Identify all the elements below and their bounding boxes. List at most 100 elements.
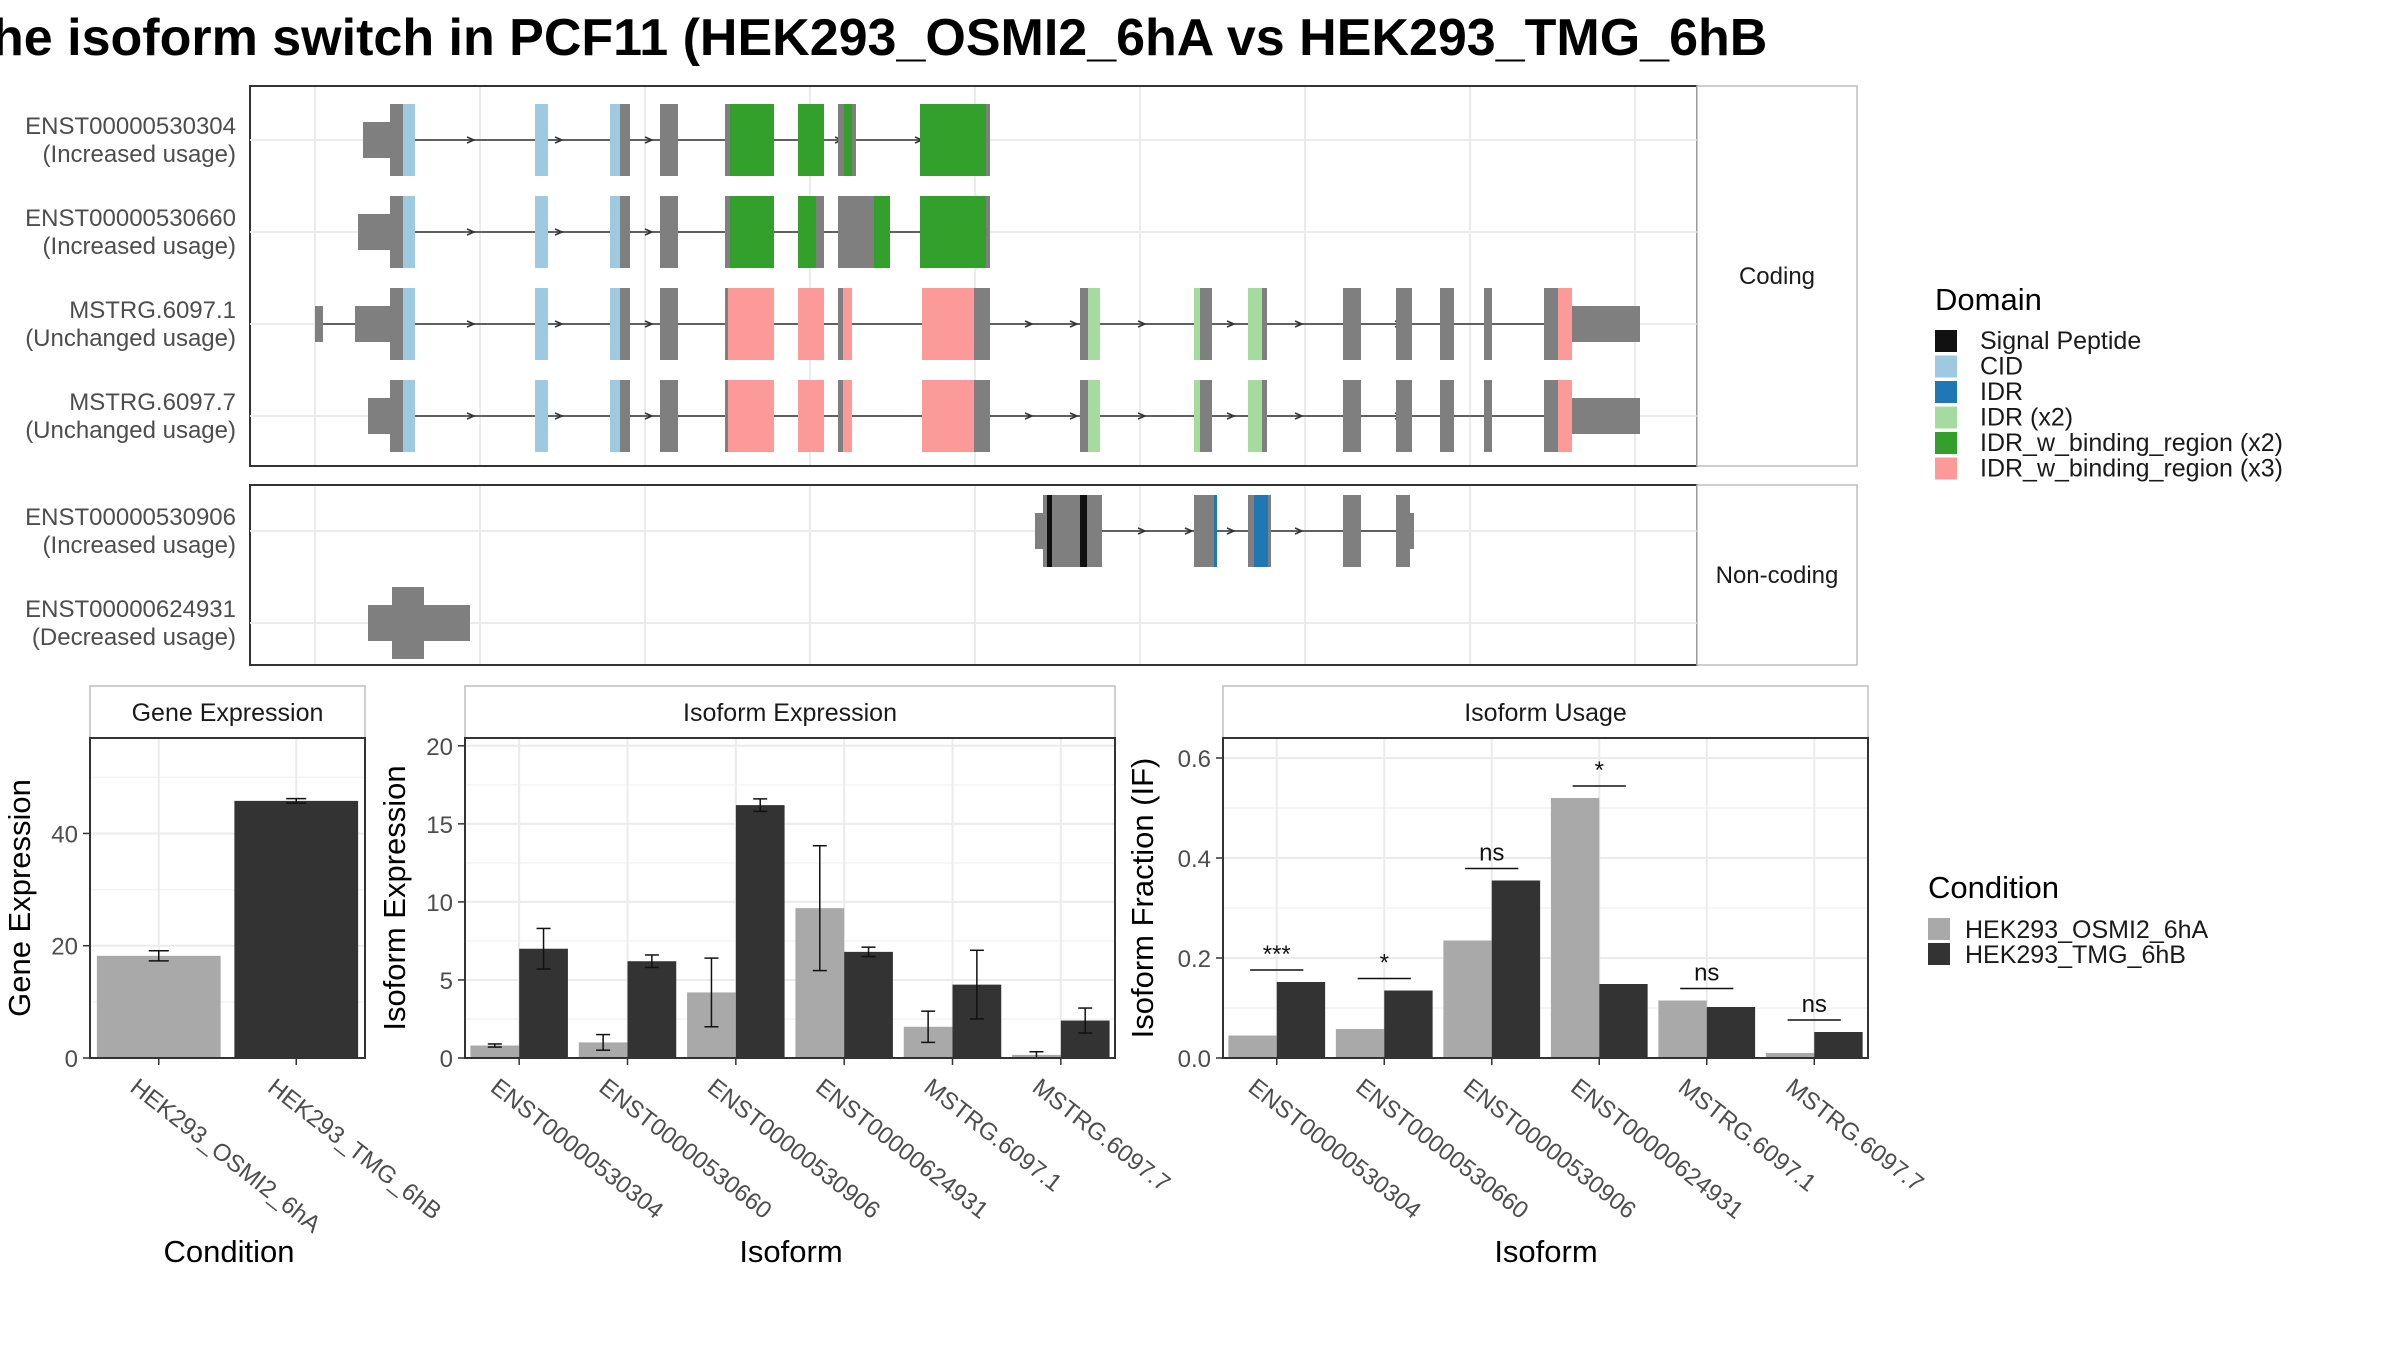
exon	[363, 122, 393, 158]
chart-strip	[89, 685, 366, 739]
strand-arrow	[1137, 412, 1147, 420]
exon	[403, 380, 415, 452]
bar-ENST00000530304-osmi2	[1228, 1035, 1277, 1058]
chart-panel-2: Isoform Expression05101520ENST0000053030…	[377, 685, 1175, 1269]
transcript-labels: ENST00000530304(Increased usage)ENST0000…	[25, 113, 236, 651]
transcript-status-3: (Unchanged usage)	[25, 325, 236, 352]
significance-label: ***	[1263, 941, 1291, 968]
exon	[1484, 288, 1492, 360]
exon	[315, 306, 323, 342]
domain-label-5: IDR_w_binding_region (x2)	[1980, 429, 2283, 457]
significance-label: *	[1380, 950, 1389, 977]
exon	[730, 196, 774, 268]
bar-ENST00000624931-osmi2	[1550, 798, 1600, 1058]
expression-charts: Gene Expression02040HEK293_OSMI2_6hAHEK2…	[2, 685, 1929, 1269]
exon	[1088, 380, 1100, 452]
noncoding-strip-label: Non-coding	[1716, 562, 1839, 589]
y-tick-label: 20	[51, 934, 78, 961]
significance-label: *	[1595, 757, 1604, 784]
exon	[1248, 495, 1254, 567]
exon	[725, 196, 730, 268]
exon	[728, 288, 774, 360]
exon	[390, 288, 403, 360]
exon	[1440, 288, 1454, 360]
exon	[920, 196, 986, 268]
exon	[1052, 495, 1080, 567]
domain-label-1: Signal Peptide	[1980, 327, 2141, 355]
exon	[620, 196, 630, 268]
bar-ENST00000530660-osmi2	[1335, 1029, 1385, 1058]
transcript-id-6: ENST00000624931	[25, 596, 236, 623]
noncoding-strip	[1696, 484, 1858, 666]
exon	[1262, 380, 1267, 452]
bar-MSTRG.6097.1-osmi2	[1658, 1000, 1707, 1058]
transcript-status-1: (Increased usage)	[43, 141, 236, 168]
exon	[610, 380, 620, 452]
strand-arrow	[1226, 320, 1236, 328]
bar-ENST00000530304-osmi2	[470, 1045, 520, 1058]
strand-arrow	[1294, 412, 1304, 420]
exon	[390, 104, 403, 176]
exon	[1080, 380, 1088, 452]
y-tick-label: 0.0	[1178, 1046, 1211, 1073]
strand-arrow	[1226, 412, 1236, 420]
exon	[403, 196, 415, 268]
plot-border	[464, 737, 1116, 1059]
bar-ENST00000530906-osmi2	[1443, 940, 1492, 1058]
exon	[798, 288, 824, 360]
exon	[725, 288, 728, 360]
chart-strip	[464, 685, 1116, 739]
exon	[838, 196, 874, 268]
exon	[1343, 380, 1361, 452]
x-axis-title: Condition	[164, 1234, 295, 1269]
exon	[1194, 288, 1200, 360]
strand-arrow	[1069, 320, 1079, 328]
plot-area	[465, 738, 1115, 1058]
y-tick-label: 0.4	[1178, 846, 1211, 873]
significance-label: ns	[1802, 991, 1827, 1018]
legend-label-tmg: HEK293_TMG_6hB	[1965, 941, 2186, 969]
y-tick-label: 0	[440, 1046, 453, 1073]
exon	[1200, 288, 1212, 360]
strand-arrow	[644, 136, 654, 144]
exon	[535, 380, 548, 452]
exon	[368, 605, 392, 641]
exon	[874, 196, 890, 268]
strand-arrow	[1069, 412, 1079, 420]
exon	[730, 104, 774, 176]
bar-HEK293_OSMI2_6hA	[96, 955, 221, 1058]
exon	[660, 380, 678, 452]
exon	[610, 288, 620, 360]
exon	[1558, 288, 1572, 360]
exon	[1043, 495, 1047, 567]
bar-ENST00000624931-tmg	[844, 951, 893, 1058]
exon	[1200, 380, 1212, 452]
domain-label-4: IDR (x2)	[1980, 404, 2073, 432]
coding-strip-label: Coding	[1739, 263, 1815, 290]
exon	[1254, 495, 1268, 567]
plot-area	[1223, 738, 1868, 1058]
significance-label: ns	[1694, 960, 1719, 987]
exon	[1087, 495, 1102, 567]
strand-arrow	[644, 320, 654, 328]
exon	[838, 380, 843, 452]
domain-key-2	[1935, 355, 1957, 378]
plot-border	[89, 737, 366, 1059]
exon	[843, 380, 852, 452]
strand-arrow	[554, 320, 564, 328]
strand-arrow	[1024, 412, 1034, 420]
y-tick-label: 0.6	[1178, 746, 1211, 773]
transcript-id-5: ENST00000530906	[25, 504, 236, 531]
exon	[610, 104, 620, 176]
strand-arrow	[1137, 527, 1147, 535]
exon	[1035, 513, 1043, 549]
y-tick-label: 15	[426, 812, 453, 839]
bar-ENST00000530660-tmg	[627, 961, 677, 1058]
exon	[1088, 288, 1100, 360]
bar-ENST00000624931-tmg	[1599, 984, 1648, 1058]
coding-structure-panel: Coding	[249, 85, 1858, 467]
exon	[535, 288, 548, 360]
chart-title: Gene Expression	[132, 699, 324, 727]
